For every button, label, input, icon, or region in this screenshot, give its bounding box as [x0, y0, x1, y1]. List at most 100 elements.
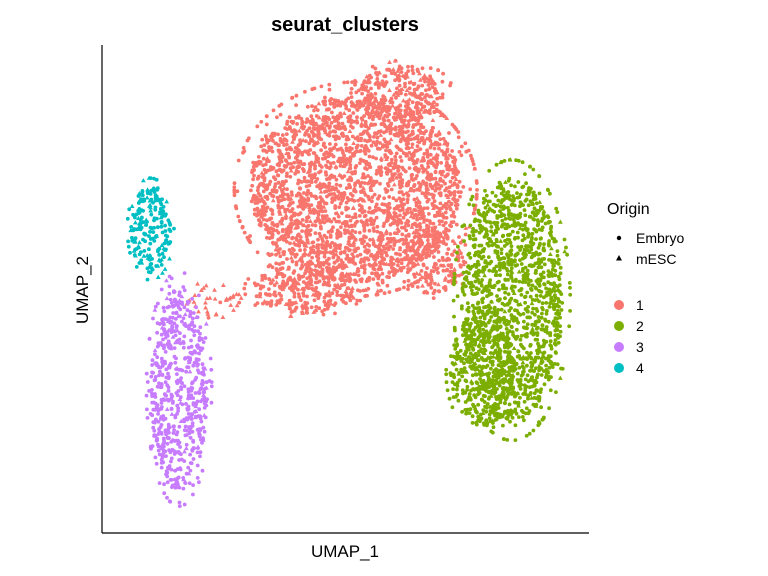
point-cluster-1-embryo [288, 174, 293, 179]
point-cluster-1-embryo [292, 294, 297, 299]
point-cluster-1-embryo [334, 177, 339, 182]
point-cluster-1-embryo [360, 197, 364, 202]
point-cluster-1-embryo [410, 129, 415, 134]
point-cluster-1-embryo [405, 245, 410, 250]
point-cluster-2-embryo [508, 343, 513, 348]
point-cluster-1-embryo [423, 79, 427, 84]
point-cluster-1-mesc [234, 303, 240, 308]
point-cluster-1-embryo [387, 141, 392, 146]
point-cluster-2-embryo [510, 316, 514, 321]
point-cluster-1-embryo [242, 286, 247, 291]
point-cluster-1-embryo [423, 193, 428, 198]
point-cluster-1-embryo [278, 185, 282, 190]
point-cluster-1-embryo [261, 148, 266, 153]
point-cluster-2-embryo [528, 199, 533, 204]
point-cluster-2-embryo [548, 226, 553, 231]
point-cluster-1-embryo [407, 157, 412, 162]
point-cluster-1-embryo [292, 132, 297, 137]
point-cluster-1-embryo [287, 115, 292, 120]
point-cluster-1-embryo [360, 91, 364, 96]
point-cluster-2-embryo [556, 274, 561, 279]
point-cluster-2-embryo [503, 217, 508, 221]
point-cluster-1-embryo [401, 151, 406, 156]
point-cluster-1-embryo [345, 136, 350, 141]
point-cluster-1-embryo [448, 153, 452, 158]
point-cluster-2-embryo [476, 344, 481, 349]
point-cluster-1-embryo [430, 102, 435, 107]
point-cluster-1-embryo [337, 219, 341, 224]
point-cluster-1-embryo [398, 155, 403, 159]
point-cluster-1-embryo [292, 160, 297, 165]
point-cluster-2-embryo [486, 243, 491, 248]
point-cluster-1-embryo [457, 235, 461, 239]
point-cluster-1-embryo [383, 74, 388, 79]
point-cluster-2-embryo [549, 295, 554, 300]
point-cluster-1-embryo [405, 181, 409, 186]
point-cluster-2-embryo [544, 363, 548, 368]
point-cluster-1-embryo [416, 118, 421, 123]
point-cluster-2-embryo [538, 277, 543, 281]
point-cluster-1-embryo [380, 110, 384, 114]
point-cluster-2-embryo [490, 430, 495, 435]
point-cluster-1-embryo [405, 124, 409, 129]
point-cluster-1-embryo [413, 241, 418, 246]
point-cluster-1-embryo [352, 248, 357, 253]
point-cluster-1-embryo [415, 217, 420, 222]
point-cluster-1-embryo [415, 187, 419, 192]
point-cluster-1-embryo [261, 189, 266, 194]
point-cluster-1-mesc [196, 309, 201, 314]
point-cluster-2-embryo [538, 272, 543, 277]
point-cluster-1-embryo [441, 136, 446, 141]
point-cluster-1-embryo [294, 252, 299, 257]
point-cluster-2-embryo [516, 320, 520, 325]
point-cluster-1-embryo [459, 251, 463, 256]
point-cluster-1-embryo [299, 197, 304, 201]
point-cluster-1-embryo [327, 293, 332, 298]
point-cluster-1-embryo [315, 249, 320, 254]
point-cluster-1-embryo [271, 138, 275, 143]
point-cluster-1-embryo [360, 117, 365, 122]
point-cluster-1-embryo [404, 228, 409, 233]
point-cluster-2-embryo [537, 421, 542, 426]
point-cluster-1-embryo [290, 235, 295, 240]
point-cluster-1-embryo [301, 207, 306, 211]
point-cluster-2-embryo [466, 265, 470, 269]
point-cluster-1-embryo [338, 183, 343, 188]
point-cluster-1-mesc [363, 120, 368, 125]
point-cluster-1-embryo [305, 218, 309, 223]
point-cluster-1-embryo [429, 276, 433, 281]
point-cluster-1-embryo [279, 198, 284, 203]
point-cluster-1-embryo [307, 141, 312, 146]
point-cluster-1-embryo [274, 228, 279, 233]
point-cluster-1-mesc [296, 128, 302, 133]
point-cluster-2-embryo [464, 270, 469, 274]
point-cluster-1-embryo [371, 155, 375, 160]
point-cluster-1-embryo [265, 195, 270, 200]
point-cluster-1-embryo [406, 283, 411, 288]
point-cluster-1-embryo [463, 243, 468, 247]
point-cluster-1-embryo [389, 258, 393, 263]
point-cluster-1-embryo [237, 219, 242, 223]
point-cluster-1-embryo [316, 246, 320, 251]
point-cluster-1-embryo [317, 306, 322, 311]
point-cluster-1-embryo [401, 74, 406, 78]
point-cluster-2-embryo [476, 268, 481, 273]
point-cluster-2-embryo [494, 269, 498, 274]
point-cluster-1-embryo [437, 191, 442, 196]
point-cluster-1-embryo [277, 168, 282, 172]
point-cluster-1-embryo [400, 133, 404, 137]
point-cluster-1-embryo [374, 215, 379, 220]
point-cluster-1-embryo [375, 135, 380, 140]
point-cluster-1-embryo [397, 190, 402, 195]
point-cluster-1-embryo [307, 126, 312, 131]
point-cluster-1-embryo [301, 223, 305, 228]
point-cluster-2-embryo [520, 280, 525, 284]
point-cluster-1-embryo [278, 112, 283, 117]
point-cluster-1-embryo [410, 211, 414, 216]
point-cluster-1-embryo [446, 263, 451, 268]
point-cluster-1-embryo [461, 259, 466, 264]
point-cluster-2-embryo [513, 263, 518, 268]
point-cluster-1-embryo [459, 153, 464, 158]
point-cluster-1-embryo [351, 154, 356, 158]
point-cluster-1-embryo [283, 236, 288, 241]
